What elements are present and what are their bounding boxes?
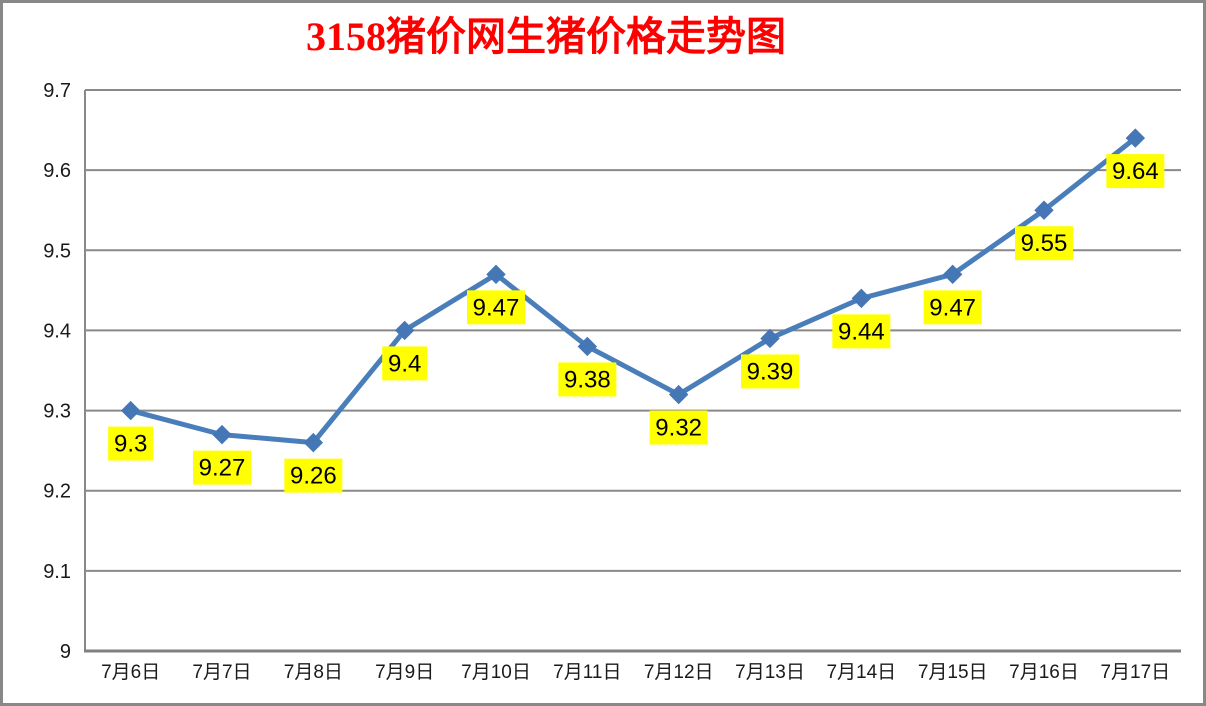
data-label-bg	[108, 426, 154, 461]
data-label-bg	[382, 346, 428, 381]
data-point-marker	[120, 400, 141, 421]
data-label: 9.38	[564, 366, 611, 393]
x-tick-label: 7月9日	[375, 662, 434, 683]
data-label-bg	[923, 290, 982, 325]
data-label: 9.32	[655, 415, 702, 442]
data-point-marker	[851, 288, 872, 309]
x-tick-label: 7月17日	[1100, 662, 1170, 683]
data-point-marker	[577, 336, 598, 357]
data-label: 9.39	[747, 358, 794, 385]
x-tick-label: 7月12日	[644, 662, 714, 683]
data-label: 9.44	[838, 318, 885, 345]
y-tick-label: 9	[60, 641, 71, 663]
data-point-marker	[212, 424, 232, 445]
x-tick-label: 7月10日	[461, 662, 531, 683]
data-point-marker	[760, 328, 780, 349]
x-tick-label: 7月11日	[553, 662, 621, 683]
data-label-bg	[649, 410, 708, 445]
x-tick-label: 7月13日	[735, 662, 805, 683]
y-tick-label: 9.4	[43, 320, 71, 342]
y-tick-label: 9.1	[43, 561, 71, 583]
data-point-marker	[394, 320, 415, 341]
y-tick-label: 9.3	[43, 401, 71, 423]
data-label: 9.26	[290, 463, 337, 490]
data-point-marker	[1125, 128, 1146, 148]
data-label-bg	[1015, 226, 1073, 261]
price-line	[128, 135, 1138, 446]
data-label-bg	[193, 450, 251, 485]
x-tick-label: 7月16日	[1009, 662, 1079, 683]
data-label: 9.47	[473, 294, 520, 321]
y-tick-label: 9.2	[43, 481, 71, 503]
data-label-bg	[467, 290, 525, 325]
data-point-marker	[486, 264, 506, 285]
data-label-bg	[832, 314, 891, 349]
x-tick-label: 7月6日	[101, 662, 160, 683]
data-label: 9.55	[1021, 230, 1068, 257]
y-tick-label: 9.5	[43, 240, 71, 262]
y-tick-label: 9.7	[43, 80, 71, 102]
y-tick-label: 9.6	[43, 160, 71, 182]
data-point-marker	[1034, 200, 1054, 220]
data-label: 9.3	[114, 431, 147, 458]
price-trend-chart: 9 9.1 9.2 9.3 9.4 9.5 9.6 9.7 7月6日 7月7日 7月8日 7月9日 7月…	[43, 80, 1181, 683]
x-tick-label: 7月15日	[918, 662, 988, 683]
data-point-marker	[668, 384, 689, 405]
x-tick-label: 7月14日	[826, 662, 896, 683]
chart-title: 3158猪价网生猪价格走势图	[306, 14, 786, 59]
data-label: 9.47	[929, 294, 976, 321]
data-label: 9.27	[199, 455, 246, 482]
data-label-bg	[558, 362, 617, 397]
x-tick-label: 7月7日	[192, 662, 251, 683]
data-point-marker	[303, 432, 324, 453]
data-label: 9.4	[388, 350, 421, 377]
data-point-marker	[942, 264, 963, 285]
data-label-bg	[1106, 154, 1165, 189]
data-label-bg	[741, 354, 799, 389]
data-label-bg	[284, 458, 343, 493]
data-label: 9.64	[1112, 158, 1159, 185]
x-tick-label: 7月8日	[284, 662, 343, 683]
